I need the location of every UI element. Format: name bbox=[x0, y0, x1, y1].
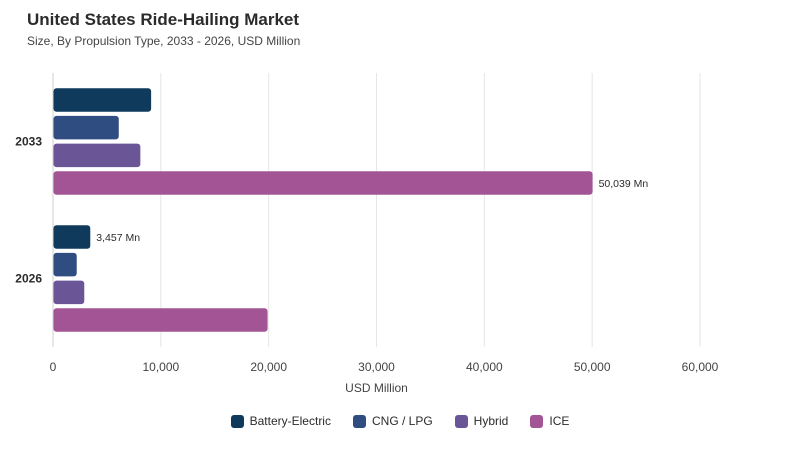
x-axis-title: USD Million bbox=[345, 381, 408, 395]
legend-label: CNG / LPG bbox=[371, 414, 433, 428]
bar bbox=[53, 252, 77, 277]
legend-label: Battery-Electric bbox=[249, 414, 331, 428]
data-label: 3,457 Mn bbox=[96, 232, 140, 244]
bar bbox=[53, 115, 119, 140]
legend-item: ICE bbox=[530, 414, 569, 428]
legend-swatch bbox=[352, 414, 366, 428]
legend-item: Battery-Electric bbox=[230, 414, 331, 428]
legend-swatch bbox=[230, 414, 244, 428]
bar bbox=[53, 143, 141, 168]
legend-swatch bbox=[530, 414, 544, 428]
bar bbox=[53, 225, 91, 249]
bar bbox=[53, 308, 268, 332]
legend-item: CNG / LPG bbox=[352, 414, 433, 428]
legend-label: Hybrid bbox=[473, 414, 509, 428]
legend-item: Hybrid bbox=[454, 414, 509, 428]
chart-title: United States Ride-Hailing Market bbox=[27, 10, 300, 29]
data-label: 50,039 Mn bbox=[599, 178, 649, 190]
bar bbox=[53, 88, 152, 112]
x-tick-label: 50,000 bbox=[574, 360, 611, 374]
x-tick-label: 0 bbox=[50, 360, 57, 374]
chart-legend: Battery-Electric CNG / LPG Hybrid ICE bbox=[0, 414, 800, 428]
chart-subtitle: Size, By Propulsion Type, 2033 - 2026, U… bbox=[27, 34, 301, 48]
bar-chart: 0 10,000 20,000 30,000 40,000 50,000 60,000 USD… bbox=[15, 73, 719, 395]
category-label: 2033 bbox=[15, 135, 42, 149]
x-tick-label: 20,000 bbox=[250, 360, 287, 374]
bar bbox=[53, 171, 593, 195]
x-tick-label: 10,000 bbox=[142, 360, 179, 374]
x-tick-label: 60,000 bbox=[682, 360, 719, 374]
legend-swatch bbox=[454, 414, 468, 428]
category-label: 2026 bbox=[15, 272, 42, 286]
x-tick-label: 30,000 bbox=[358, 360, 395, 374]
x-tick-label: 40,000 bbox=[466, 360, 503, 374]
bar bbox=[53, 280, 85, 305]
legend-label: ICE bbox=[549, 414, 570, 428]
